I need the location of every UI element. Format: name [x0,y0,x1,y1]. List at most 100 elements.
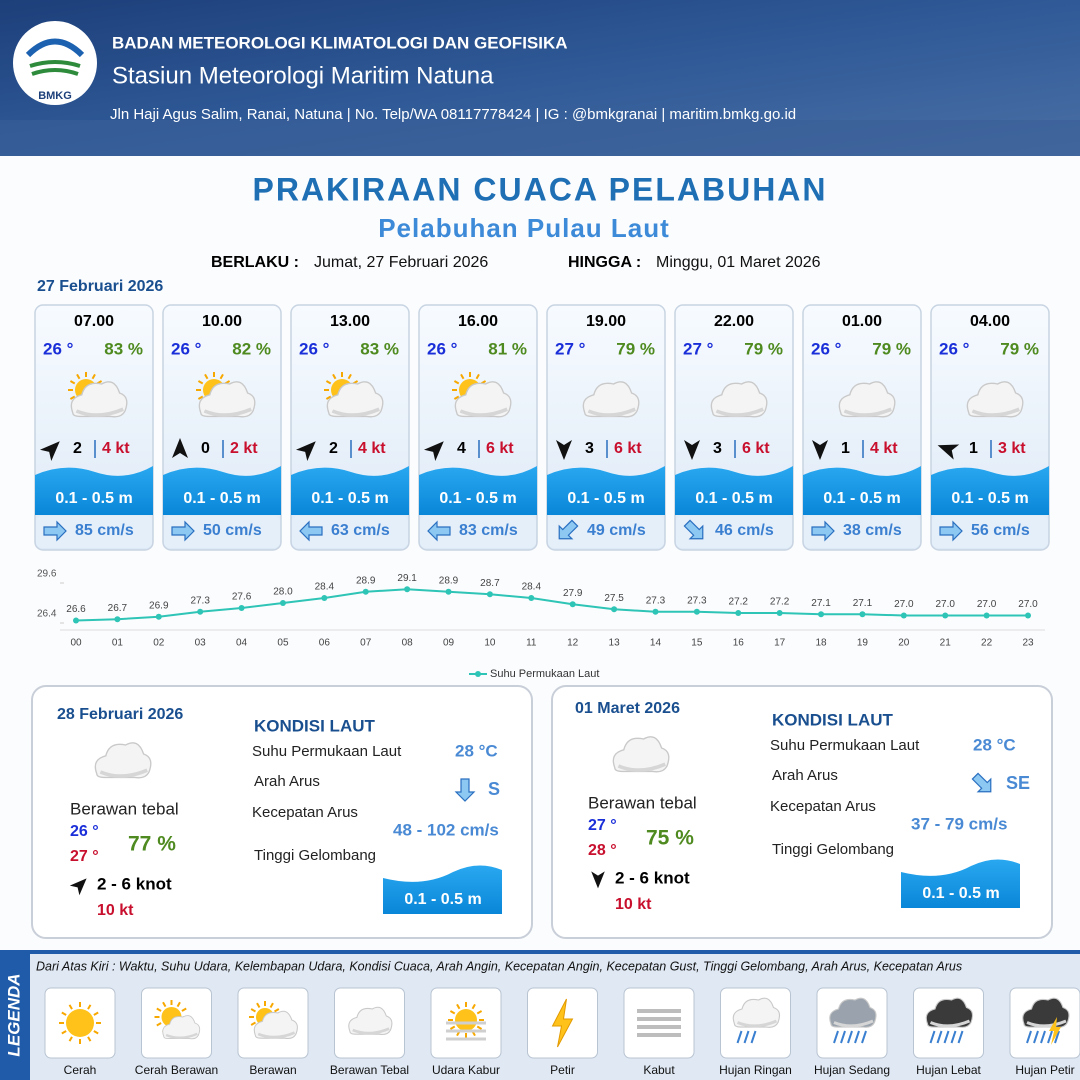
sun-ray [68,1004,73,1010]
cloud-shade [971,407,1020,417]
sst-point [942,612,949,619]
cloud-shape [829,997,877,1028]
direction-arrow [69,878,87,896]
cloud-shade [203,407,252,417]
current-dir-value: S [488,779,500,799]
rain-drop [929,1030,936,1044]
rain-drop [1033,1030,1039,1044]
sst-point [983,612,990,619]
card-current: 50 cm/s [203,522,262,539]
panel-wind: 2 - 6 knot [97,874,172,893]
panel-humidity: 75 % [646,827,694,850]
direction-arrow [812,440,828,460]
x-tick-label: 01 [112,638,124,649]
direction-arrow [423,441,444,462]
rain-drop [854,1030,860,1044]
current-row [932,516,1048,548]
logo-arc [25,38,85,58]
cloud-shade [257,1031,296,1039]
sst-label: 28.7 [480,578,500,589]
sst-point [569,601,576,608]
wave-band [803,466,921,515]
day-panel [31,685,533,939]
sun-icon [448,1002,484,1038]
current-arrow [454,778,476,802]
cloud-icon [70,381,128,418]
lightning [1049,1017,1061,1045]
card-wave: 0.1 - 0.5 m [951,490,1028,507]
card-time: 07.00 [74,313,114,330]
x-tick-label: 08 [402,638,414,649]
card-current: 83 cm/s [459,522,518,539]
card-humidity: 83 % [360,339,399,358]
wave-label: Tinggi Gelombang [772,841,894,858]
sst-point [404,586,411,593]
current-arrow [427,520,451,542]
day1-date: 27 Februari 2026 [37,278,163,295]
sun-disc [455,1009,477,1031]
sun-ray [156,1007,162,1012]
logo-text: BMKG [38,90,72,102]
x-tick-label: 17 [774,638,786,649]
sst-point [818,611,825,618]
sun-ray [69,395,76,400]
card-time: 01.00 [842,313,882,330]
rain-drop [957,1030,964,1044]
legend-strip [0,950,30,1080]
sst-label: 26.7 [108,603,128,614]
contact: Jln Haji Agus Salim, Ranai, Natuna | No.… [110,106,796,123]
sst-label: 27.2 [729,597,749,608]
card-wind: 3 [585,440,594,457]
cloud-shape [348,1006,393,1035]
wave-band [163,466,281,515]
card-wind: 1 [969,440,978,457]
card-wave: 0.1 - 0.5 m [695,490,772,507]
current-speed-value: 48 - 102 cm/s [393,820,499,839]
sun-ray [176,1001,181,1008]
sun-ray [456,1003,461,1010]
x-tick-label: 06 [319,638,331,649]
rain-drop [1047,1030,1053,1044]
card-humidity: 79 % [744,339,783,358]
cloud-shape [966,381,1024,418]
legend-item-label: Hujan Sedang [814,1063,890,1077]
legend-item-label: Kabut [643,1063,675,1077]
card-humidity: 79 % [1000,339,1039,358]
card-temp: 26 ° [939,339,970,358]
cloud-shape [582,381,640,418]
sun-icon [59,1002,101,1044]
current-dir-value: SE [1006,773,1030,793]
card-current: 56 cm/s [971,522,1030,539]
cloud-shade [715,407,764,417]
cloud-icon [925,997,974,1028]
wave-band [547,466,665,515]
legend-item-label: Hujan Ringan [719,1063,792,1077]
current-dir-label: Arah Arus [772,767,838,784]
sun-ray [162,1001,167,1008]
sst-label: 26.6 [66,604,86,615]
sun-ray [250,1008,256,1013]
cloud-shade [99,768,148,778]
card-gust: 2 kt [230,440,258,457]
cloud-icon [162,1015,201,1040]
sun-ray [69,380,76,385]
sst-label: 27.2 [770,597,790,608]
panel-wave-value: 0.1 - 0.5 m [404,891,481,908]
valid-to-label: HINGGA : [568,254,641,271]
header-band [0,120,1080,156]
legend-description: Dari Atas Kiri : Waktu, Suhu Udara, Kele… [36,959,962,973]
sst-point [238,605,245,611]
cloud-shape [70,381,128,418]
current-speed-label: Kecepatan Arus [770,798,876,815]
sst-point [859,611,866,618]
card-humidity: 82 % [232,339,271,358]
card-gust: 4 kt [870,440,898,457]
cloud-shade [929,1019,971,1028]
legend-icon-box [623,987,695,1059]
sst-point [321,595,328,601]
cloud-shape [454,381,512,418]
valid-from: Jumat, 27 Februari 2026 [314,254,488,271]
current-arrow [558,519,579,540]
card-temp: 26 ° [171,339,202,358]
